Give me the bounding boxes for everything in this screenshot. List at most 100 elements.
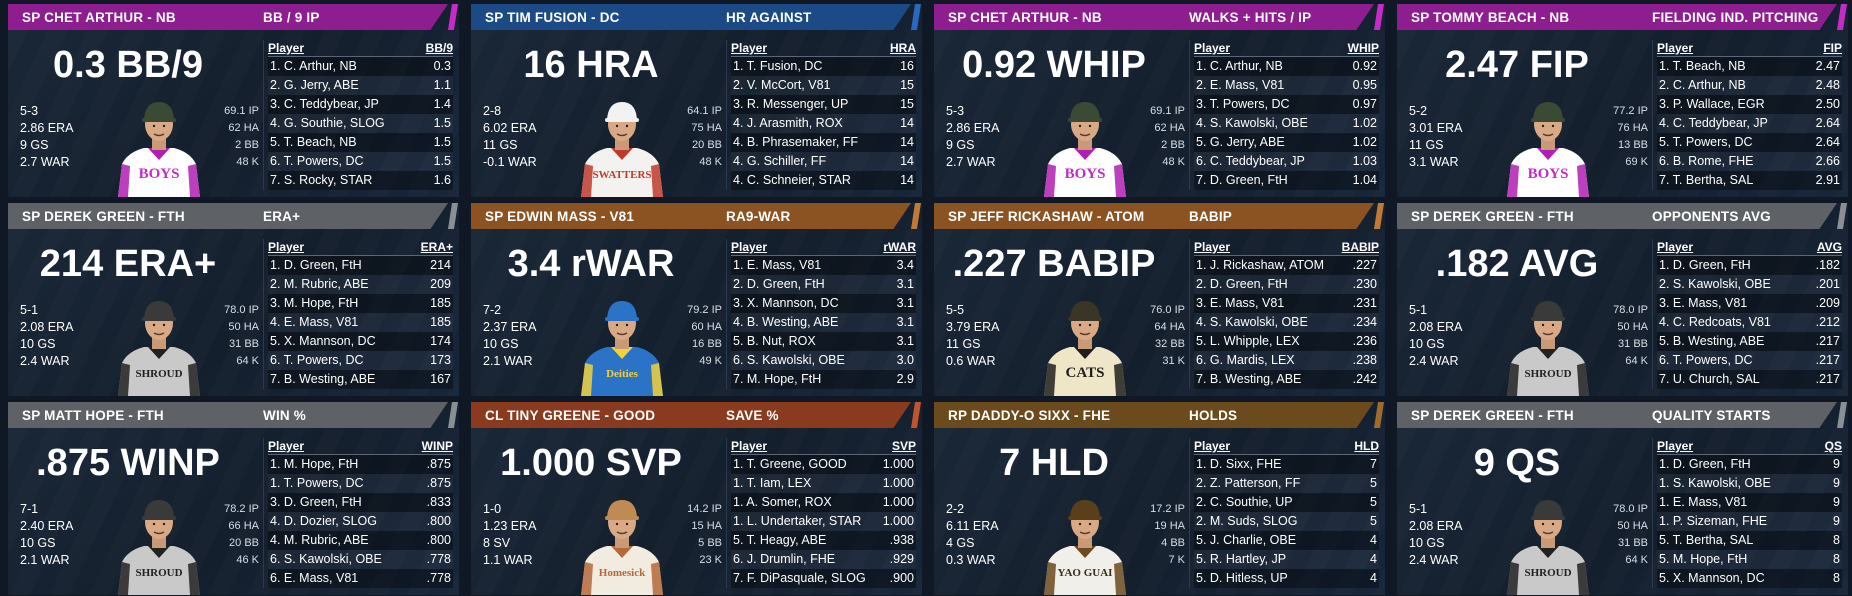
row-player[interactable]: 1. T. Beach, NB [1659,59,1746,73]
leader-card[interactable]: SP DEREK GREEN - FTH ERA+ 214 ERA+ SHROUD 5-… [8,203,459,396]
leaderboard-row[interactable]: 3. X. Mannson, DC 3.1 [731,294,916,313]
leaderboard-row[interactable]: 6. T. Powers, DC 1.5 [268,152,453,171]
row-player[interactable]: 3. R. Messenger, UP [733,97,849,111]
card-header[interactable]: RP DADDY-O SIXX - FHE HOLDS [934,402,1374,428]
leaderboard-row[interactable]: 2. M. Rubric, ABE 209 [268,275,453,294]
row-player[interactable]: 6. B. Rome, FHE [1659,154,1754,168]
column-player[interactable]: Player [731,439,768,453]
card-header[interactable]: SP MATT HOPE - FTH WIN % [8,402,448,428]
row-player[interactable]: 6. C. Teddybear, JP [1196,154,1305,168]
column-player[interactable]: Player [1194,439,1231,453]
card-header[interactable]: SP CHET ARTHUR - NB WALKS + HITS / IP [934,4,1374,30]
row-player[interactable]: 2. D. Green, FtH [1196,277,1288,291]
leaderboard-row[interactable]: 1. S. Kawolski, OBE 9 [1657,474,1842,493]
leaderboard-row[interactable]: 1. D. Green, FtH 9 [1657,455,1842,474]
card-header[interactable]: SP EDWIN MASS - V81 RA9-WAR [471,203,911,229]
row-player[interactable]: 4. B. Westing, ABE [733,315,839,329]
leaderboard-row[interactable]: 3. C. Teddybear, JP 1.4 [268,95,453,114]
row-player[interactable]: 5. T. Heagy, ABE [733,533,827,547]
leaderboard-row[interactable]: 1. D. Green, FtH 214 [268,256,453,275]
row-player[interactable]: 4. G. Southie, SLOG [270,116,385,130]
leaderboard-row[interactable]: 1. M. Hope, FtH .875 [268,455,453,474]
column-player[interactable]: Player [1657,240,1694,254]
leaderboard-row[interactable]: 5. T. Beach, NB 1.5 [268,133,453,152]
row-player[interactable]: 1. L. Undertaker, STAR [733,514,862,528]
column-stat[interactable]: HRA [890,41,916,55]
leader-card[interactable]: CL TINY GREENE - GOOD SAVE % 1.000 SVP Home… [471,402,922,595]
row-player[interactable]: 1. C. Arthur, NB [270,59,357,73]
leaderboard-row[interactable]: 4. G. Southie, SLOG 1.5 [268,114,453,133]
leaderboard-row[interactable]: 3. E. Mass, V81 .209 [1657,294,1842,313]
leaderboard-row[interactable]: 1. J. Rickashaw, ATOM .227 [1194,256,1379,275]
column-stat[interactable]: QS [1824,439,1842,453]
leaderboard-row[interactable]: 6. T. Powers, DC .217 [1657,351,1842,370]
row-player[interactable]: 5. X. Mannson, DC [1659,571,1765,585]
column-player[interactable]: Player [268,240,305,254]
column-stat[interactable]: ERA+ [420,240,453,254]
card-header[interactable]: SP DEREK GREEN - FTH QUALITY STARTS [1397,402,1837,428]
leaderboard-row[interactable]: 4. C. Teddybear, JP 2.64 [1657,114,1842,133]
row-player[interactable]: 5. J. Charlie, OBE [1196,533,1297,547]
column-stat[interactable]: BB/9 [425,41,453,55]
row-player[interactable]: 3. P. Wallace, EGR [1659,97,1765,111]
leaderboard-row[interactable]: 5. T. Heagy, ABE .938 [731,531,916,550]
player-name[interactable]: SP TOMMY BEACH - NB [1411,9,1570,25]
column-stat[interactable]: FIP [1823,41,1842,55]
row-player[interactable]: 5. M. Hope, FtH [1659,552,1748,566]
leaderboard-row[interactable]: 1. P. Sizeman, FHE 9 [1657,512,1842,531]
player-name[interactable]: SP CHET ARTHUR - NB [948,9,1102,25]
leaderboard-row[interactable]: 4. B. Phrasemaker, FF 14 [731,133,916,152]
row-player[interactable]: 7. B. Westing, ABE [270,372,376,386]
row-player[interactable]: 1. C. Arthur, NB [1196,59,1283,73]
column-stat[interactable]: WINP [421,439,453,453]
player-name[interactable]: SP DEREK GREEN - FTH [1411,208,1574,224]
leaderboard-row[interactable]: 7. D. Green, FtH 1.04 [1194,171,1379,190]
row-player[interactable]: 6. S. Kawolski, OBE [270,552,382,566]
card-header[interactable]: SP TIM FUSION - DC HR AGAINST [471,4,911,30]
leaderboard-row[interactable]: 7. B. Westing, ABE 167 [268,370,453,389]
row-player[interactable]: 6. T. Powers, DC [1659,353,1753,367]
row-player[interactable]: 6. T. Powers, DC [270,154,364,168]
row-player[interactable]: 4. C. Schneier, STAR [733,173,851,187]
column-player[interactable]: Player [731,240,768,254]
leader-card[interactable]: SP JEFF RICKASHAW - ATOM BABIP .227 BABIP C… [934,203,1385,396]
leaderboard-row[interactable]: 7. F. DiPasquale, SLOG .900 [731,569,916,588]
row-player[interactable]: 2. V. McCort, V81 [733,78,831,92]
leaderboard-row[interactable]: 1. C. Arthur, NB 0.92 [1194,57,1379,76]
player-name[interactable]: RP DADDY-O SIXX - FHE [948,407,1111,423]
row-player[interactable]: 3. C. Teddybear, JP [270,97,379,111]
leaderboard-row[interactable]: 1. D. Sixx, FHE 7 [1194,455,1379,474]
row-player[interactable]: 5. B. Nut, ROX [733,334,816,348]
row-player[interactable]: 1. T. Iam, LEX [733,476,812,490]
card-header[interactable]: SP CHET ARTHUR - NB BB / 9 IP [8,4,448,30]
leader-card[interactable]: SP DEREK GREEN - FTH QUALITY STARTS 9 QS SH… [1397,402,1848,595]
card-header[interactable]: SP DEREK GREEN - FTH OPPONENTS AVG [1397,203,1837,229]
leaderboard-row[interactable]: 2. V. McCort, V81 15 [731,76,916,95]
row-player[interactable]: 1. D. Sixx, FHE [1196,457,1282,471]
card-header[interactable]: SP JEFF RICKASHAW - ATOM BABIP [934,203,1374,229]
leaderboard-row[interactable]: 2. M. Suds, SLOG 5 [1194,512,1379,531]
leaderboard-row[interactable]: 5. T. Bertha, SAL 8 [1657,531,1842,550]
leaderboard-row[interactable]: 4. C. Schneier, STAR 14 [731,171,916,190]
row-player[interactable]: 5. D. Hitless, UP [1196,571,1288,585]
row-player[interactable]: 1. M. Hope, FtH [270,457,359,471]
player-name[interactable]: CL TINY GREENE - GOOD [485,407,656,423]
leaderboard-row[interactable]: 5. L. Whipple, LEX .236 [1194,332,1379,351]
card-header[interactable]: SP TOMMY BEACH - NB FIELDING IND. PITCHIN… [1397,4,1837,30]
leaderboard-row[interactable]: 6. B. Rome, FHE 2.66 [1657,152,1842,171]
leaderboard-row[interactable]: 5. J. Charlie, OBE 4 [1194,531,1379,550]
leaderboard-row[interactable]: 2. G. Jerry, ABE 1.1 [268,76,453,95]
leaderboard-row[interactable]: 1. E. Mass, V81 3.4 [731,256,916,275]
leaderboard-row[interactable]: 2. S. Kawolski, OBE .201 [1657,275,1842,294]
column-player[interactable]: Player [1657,439,1694,453]
leaderboard-row[interactable]: 4. D. Dozier, SLOG .800 [268,512,453,531]
row-player[interactable]: 2. M. Suds, SLOG [1196,514,1298,528]
leaderboard-row[interactable]: 3. T. Powers, DC 0.97 [1194,95,1379,114]
row-player[interactable]: 7. M. Hope, FtH [733,372,822,386]
player-name[interactable]: SP JEFF RICKASHAW - ATOM [948,208,1145,224]
leader-card[interactable]: SP TIM FUSION - DC HR AGAINST 16 HRA SWATTE… [471,4,922,197]
leaderboard-row[interactable]: 6. E. Mass, V81 .778 [268,569,453,588]
leaderboard-row[interactable]: 5. X. Mannson, DC 8 [1657,569,1842,588]
leaderboard-row[interactable]: 7. B. Westing, ABE .242 [1194,370,1379,389]
leaderboard-row[interactable]: 1. D. Green, FtH .182 [1657,256,1842,275]
